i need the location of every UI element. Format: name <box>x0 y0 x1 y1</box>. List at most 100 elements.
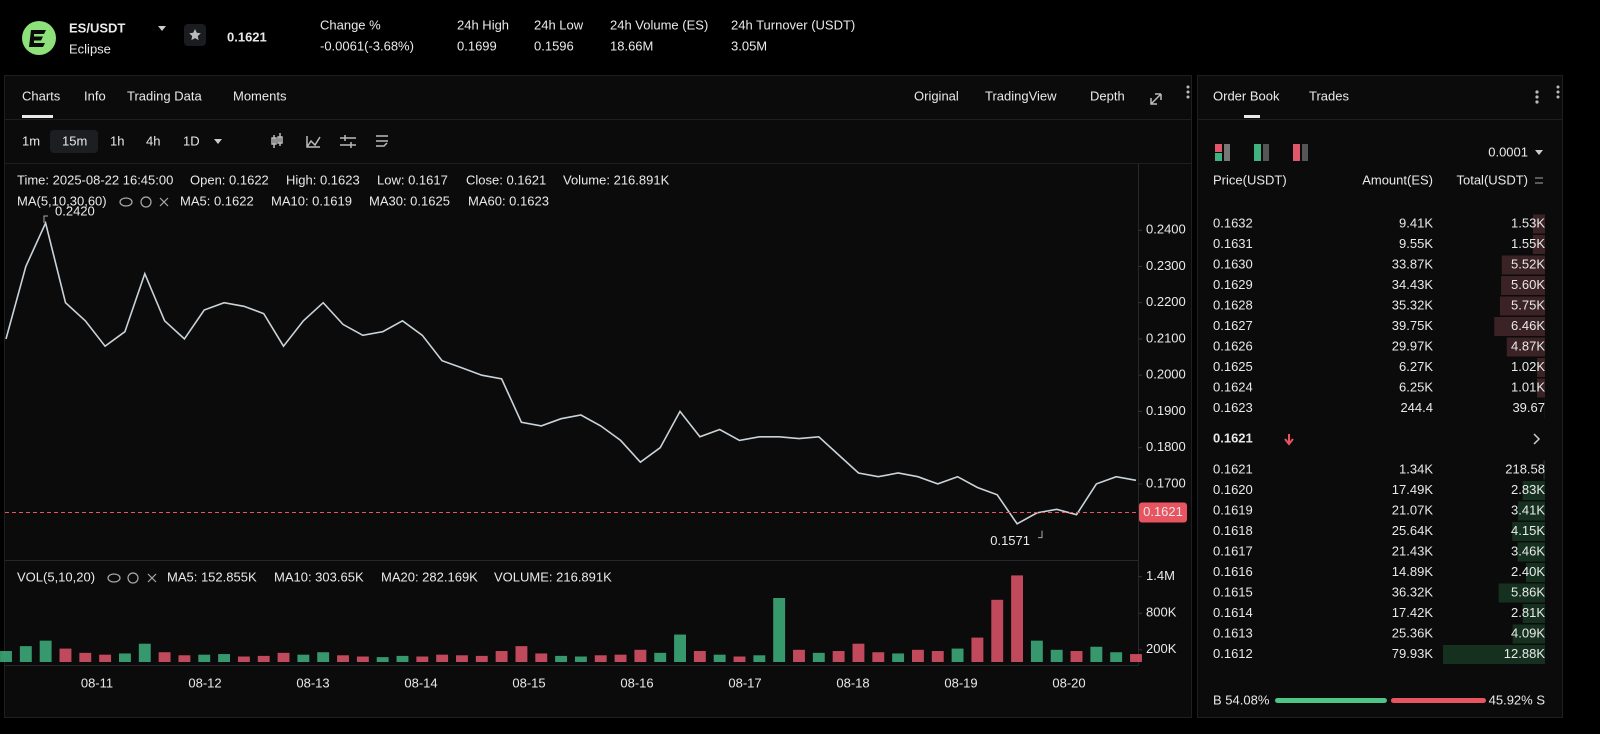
volume-bar <box>138 643 151 662</box>
eye-icon[interactable] <box>119 197 133 207</box>
volume-bar <box>614 654 627 662</box>
interval[interactable]: 15m <box>62 133 87 148</box>
ob-total: 5.60K <box>1511 277 1545 292</box>
interval[interactable]: 1h <box>110 133 124 148</box>
interval[interactable]: 1D <box>183 133 200 148</box>
ob-total: 4.15K <box>1511 523 1545 538</box>
ob-price: 0.1632 <box>1213 215 1253 230</box>
ma-legend-label: MA(5,10,30,60) <box>17 193 107 208</box>
volume-bar <box>19 646 32 662</box>
stat-label: Change % <box>320 17 381 32</box>
volume-bar <box>396 655 409 662</box>
interval-dropdown[interactable] <box>214 139 222 144</box>
depth-bar <box>1501 276 1545 295</box>
depth-bar <box>1501 255 1545 275</box>
ob-view-icons[interactable] <box>1215 144 1308 161</box>
volume-bar <box>277 652 290 662</box>
price-line <box>5 220 1137 525</box>
volume-bar <box>178 655 191 662</box>
ob-amount: 29.97K <box>1392 338 1434 353</box>
volume-bar <box>436 654 449 662</box>
precision-dropdown[interactable] <box>1535 150 1543 155</box>
ob-price: 0.1613 <box>1213 625 1253 640</box>
precision[interactable]: 0.0001 <box>1488 144 1528 159</box>
x-tick-label: 08-20 <box>1052 675 1085 690</box>
volume-bar <box>218 654 231 662</box>
volume-bar <box>951 648 964 662</box>
sort-icon[interactable] <box>1535 177 1543 184</box>
more-menu[interactable] <box>1186 85 1560 104</box>
tab[interactable]: Moments <box>233 88 287 103</box>
volume-bar <box>832 651 845 662</box>
ob-amount: 9.41K <box>1399 215 1433 230</box>
y-tick-label: 0.2000 <box>1146 367 1186 382</box>
volume-bar <box>1011 575 1023 662</box>
x-tick-label: 08-12 <box>188 675 221 690</box>
candle-icon[interactable] <box>271 133 283 148</box>
y-tick-label: 0.1800 <box>1146 439 1186 454</box>
close-icon[interactable] <box>147 573 157 583</box>
indicator-icon[interactable] <box>306 136 321 148</box>
ob-amount: 17.49K <box>1392 482 1434 497</box>
interval[interactable]: 4h <box>146 133 160 148</box>
fullscreen-icon[interactable] <box>1150 93 1162 105</box>
stat-value: 0.1596 <box>534 38 574 53</box>
tab[interactable]: Charts <box>22 88 61 103</box>
y-tick-label: 0.1700 <box>1146 475 1186 490</box>
stat-label: 24h High <box>457 17 509 32</box>
ma-legend-item: MA10: 0.1619 <box>271 193 352 208</box>
volume-bar <box>991 599 1004 662</box>
active-interval-bg <box>50 130 98 153</box>
ob-amount: 79.93K <box>1392 646 1434 661</box>
ob-tab[interactable]: Trades <box>1309 88 1349 103</box>
sell-ratio-label: 45.92% S <box>1489 692 1546 707</box>
ob-amount: 39.75K <box>1392 318 1434 333</box>
ob-total: 5.75K <box>1511 297 1545 312</box>
icon-part <box>1293 144 1300 161</box>
draw-icon[interactable] <box>376 135 388 147</box>
tab[interactable]: Trading Data <box>127 88 202 103</box>
last-price-tag <box>1139 502 1187 523</box>
volume-bar <box>1070 651 1083 662</box>
ob-tab[interactable]: Order Book <box>1213 88 1280 103</box>
settings-icon[interactable] <box>340 135 356 148</box>
view-tab[interactable]: TradingView <box>985 88 1057 103</box>
view-tab[interactable]: Depth <box>1090 88 1125 103</box>
eye-icon[interactable] <box>107 573 121 583</box>
volume-bar <box>793 649 805 662</box>
pair-name[interactable]: ES/USDT <box>69 20 125 35</box>
tab[interactable]: Info <box>84 88 106 103</box>
depth-bar <box>1532 235 1545 254</box>
logo-mark <box>29 30 46 47</box>
volume-bar <box>574 656 587 662</box>
chevron[interactable] <box>1533 433 1541 445</box>
volume-bar <box>753 655 766 662</box>
close-icon[interactable] <box>159 197 169 207</box>
dot <box>1535 95 1539 99</box>
toolbar-icons <box>271 93 1162 148</box>
icon-part <box>1215 144 1222 152</box>
depth-bar <box>1512 522 1545 541</box>
ohlc-info: Low: 0.1617 <box>377 172 448 187</box>
depth-bar <box>1543 460 1545 480</box>
vol-y-tick-label: 1.4M <box>1146 568 1175 583</box>
dot <box>1186 95 1190 99</box>
x-tick-label: 08-15 <box>512 675 545 690</box>
pair-dropdown[interactable] <box>158 26 166 31</box>
view-tab[interactable]: Original <box>914 88 959 103</box>
volume-bar <box>99 654 112 662</box>
volume-bar <box>376 657 389 662</box>
volume-bar <box>1030 640 1043 662</box>
settings-icon[interactable] <box>140 196 152 208</box>
depth-bar <box>1537 378 1545 398</box>
settings-icon[interactable] <box>127 572 139 584</box>
ohlc-info: Open: 0.1622 <box>190 172 269 187</box>
dot <box>1535 90 1539 94</box>
interval[interactable]: 1m <box>22 133 40 148</box>
ob-total: 5.86K <box>1511 584 1545 599</box>
ob-total: 39.67 <box>1512 400 1545 415</box>
stat-label: 24h Turnover (USDT) <box>731 17 855 32</box>
stat-value: 3.05M <box>731 38 767 53</box>
volume-bar <box>654 652 667 662</box>
